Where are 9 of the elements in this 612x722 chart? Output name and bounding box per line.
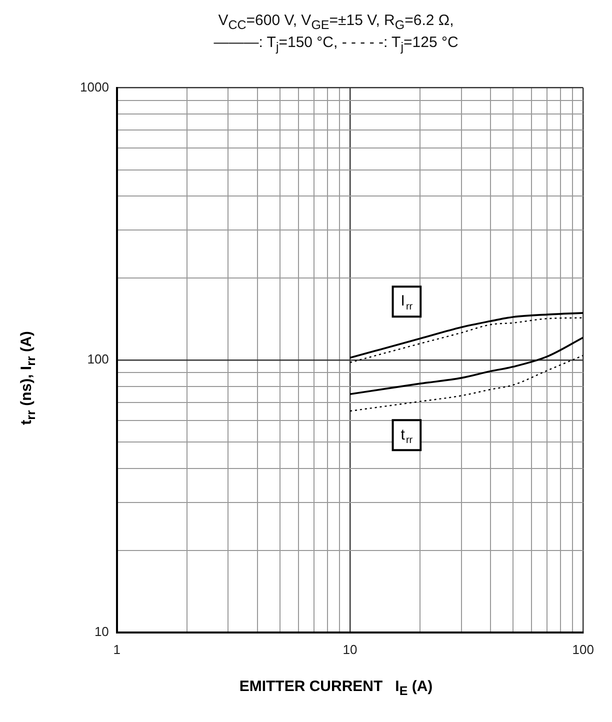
chart-subtitle: ———: T$_{j}$=150 °C, - - - - -: T$_{j}$=125 °C — [212, 33, 460, 56]
y-tick-label: 100 — [87, 352, 109, 367]
chart-title: V$_{CC}$=600 V, V$_{GE}$=±15 V, R$_{G}$=6.2 Ω, — [218, 12, 454, 32]
x-tick-label: 1 — [113, 642, 121, 657]
y-tick-label: 10 — [94, 624, 109, 639]
y-tick-label: 1000 — [80, 79, 109, 94]
x-axis-title: EMITTER CURRENT I$_{E}$ (A) — [238, 678, 434, 698]
x-tick-label: 100 — [572, 642, 594, 657]
x-tick-label: 10 — [342, 642, 358, 657]
